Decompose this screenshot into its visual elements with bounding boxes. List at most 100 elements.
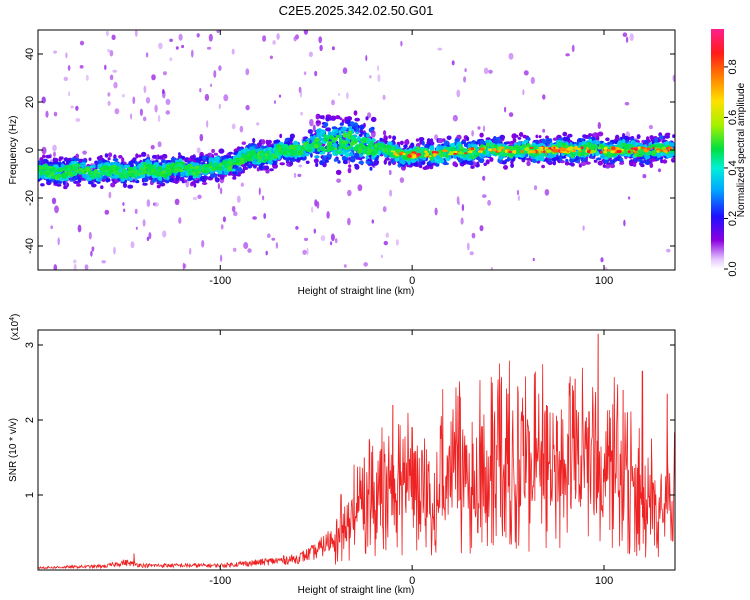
spectrogram-speckle <box>122 202 125 206</box>
spectrogram-cell <box>517 146 521 152</box>
spectrogram-speckle <box>258 187 261 196</box>
spectrogram-speckle <box>51 197 57 205</box>
spectrogram-speckle <box>320 235 326 242</box>
spectrogram-hotspot <box>616 147 621 150</box>
spectrogram-cell <box>582 134 587 139</box>
spectrogram-cell <box>510 163 514 168</box>
spectrogram-cell <box>171 163 177 168</box>
spectrogram-cell <box>339 117 343 121</box>
spectrogram-y-tick-label: 0 <box>24 147 36 153</box>
spectrogram-cell <box>668 153 674 157</box>
spectrogram-speckle <box>357 184 363 192</box>
spectrogram-speckle <box>399 177 405 184</box>
spectrogram-speckle <box>107 48 110 53</box>
spectrogram-hotspot <box>390 150 396 153</box>
spectrogram-hotspot <box>587 149 592 153</box>
spectrogram-cell <box>317 148 321 152</box>
spectrogram-cell <box>370 151 376 156</box>
spectrogram-cell <box>244 158 248 163</box>
snr-frame <box>37 329 676 571</box>
spectrogram-cell <box>478 157 485 164</box>
spectrogram-cell <box>50 171 55 177</box>
spectrogram-speckle <box>452 116 456 121</box>
spectrogram-cell <box>184 165 190 171</box>
spectrogram-speckle <box>482 125 486 132</box>
spectrogram-cell <box>96 173 101 178</box>
spectrogram-cell <box>355 127 360 133</box>
spectrogram-cell <box>552 137 558 141</box>
spectrogram-cell <box>227 165 233 171</box>
spectrogram-speckle <box>481 194 487 198</box>
spectrogram-speckle <box>134 208 138 214</box>
spectrogram-cell <box>334 150 339 155</box>
spectrogram-cell <box>546 155 553 159</box>
spectrogram-speckle <box>139 108 143 117</box>
spectrogram-cell <box>379 137 383 141</box>
spectrogram-cell <box>390 158 395 164</box>
spectrogram-speckle <box>206 120 209 128</box>
spectrogram-cell <box>307 129 313 134</box>
spectrogram-cell <box>511 133 516 139</box>
spectrogram-hotspot <box>512 150 517 154</box>
spectrogram-cell <box>337 160 341 164</box>
spectrogram-cell <box>348 164 352 168</box>
spectrogram-speckle <box>247 248 252 253</box>
spectrogram-cell <box>322 150 326 155</box>
spectrogram-hotspot <box>641 146 645 149</box>
spectrogram-speckle <box>45 110 49 118</box>
spectrogram-speckle <box>326 211 330 219</box>
spectrogram-speckle <box>243 242 249 249</box>
spectrogram-y-tick-label: -40 <box>24 238 36 254</box>
spectrogram-speckle <box>306 247 309 256</box>
spectrogram-speckle <box>148 232 152 240</box>
spectrogram-cell <box>178 152 181 156</box>
spectrogram-cell <box>179 176 185 182</box>
spectrogram-hotspot <box>610 150 616 154</box>
spectrogram-cell <box>435 163 440 167</box>
spectrogram-speckle <box>471 232 476 239</box>
spectrogram-cell <box>137 175 141 179</box>
spectrogram-cell <box>122 170 128 175</box>
spectrogram-speckle <box>123 208 126 213</box>
spectrogram-hotspot <box>416 152 422 157</box>
spectrogram-hotspot <box>607 148 610 152</box>
spectrogram-cell <box>53 180 58 185</box>
spectrogram-cell <box>426 138 431 143</box>
spectrogram-cell <box>605 137 610 142</box>
spectrogram-cell <box>672 134 675 138</box>
spectrogram-cell <box>238 166 243 173</box>
spectrogram-speckle <box>627 196 631 200</box>
spectrogram-cell <box>110 182 116 188</box>
spectrogram-speckle <box>197 194 202 199</box>
spectrogram-speckle <box>309 118 314 127</box>
spectrogram-cell <box>415 138 419 142</box>
spectrogram-cell <box>622 138 626 144</box>
spectrogram-cell <box>289 133 295 139</box>
spectrogram-speckle <box>111 34 116 41</box>
spectrogram-cell <box>63 185 68 190</box>
spectrogram-hotspot <box>538 150 541 155</box>
spectrogram-cell <box>597 160 603 166</box>
spectrogram-cell <box>221 160 227 166</box>
spectrogram-cell <box>319 115 325 119</box>
spectrogram-cell <box>473 153 478 158</box>
spectrogram-cell <box>354 117 361 122</box>
spectrogram-speckle <box>466 242 470 251</box>
spectrogram-cell <box>175 164 180 168</box>
spectrogram-cell <box>252 137 256 144</box>
spectrogram-cell <box>344 152 350 158</box>
spectrogram-speckle <box>143 85 147 94</box>
spectrogram-speckle <box>302 249 307 255</box>
spectrogram-speckle <box>600 257 604 263</box>
spectrogram-speckle <box>642 174 647 179</box>
spectrogram-cell <box>74 157 80 162</box>
spectrogram-cell <box>424 166 428 170</box>
spectrogram-cell <box>459 148 464 152</box>
spectrogram-cell <box>581 138 584 142</box>
spectrogram-cell <box>665 132 671 136</box>
spectrogram-cell <box>407 159 411 165</box>
spectrogram-speckle <box>165 98 171 105</box>
spectrogram-speckle <box>53 264 58 270</box>
spectrogram-speckle <box>154 202 160 207</box>
spectrogram-cell <box>100 170 106 176</box>
